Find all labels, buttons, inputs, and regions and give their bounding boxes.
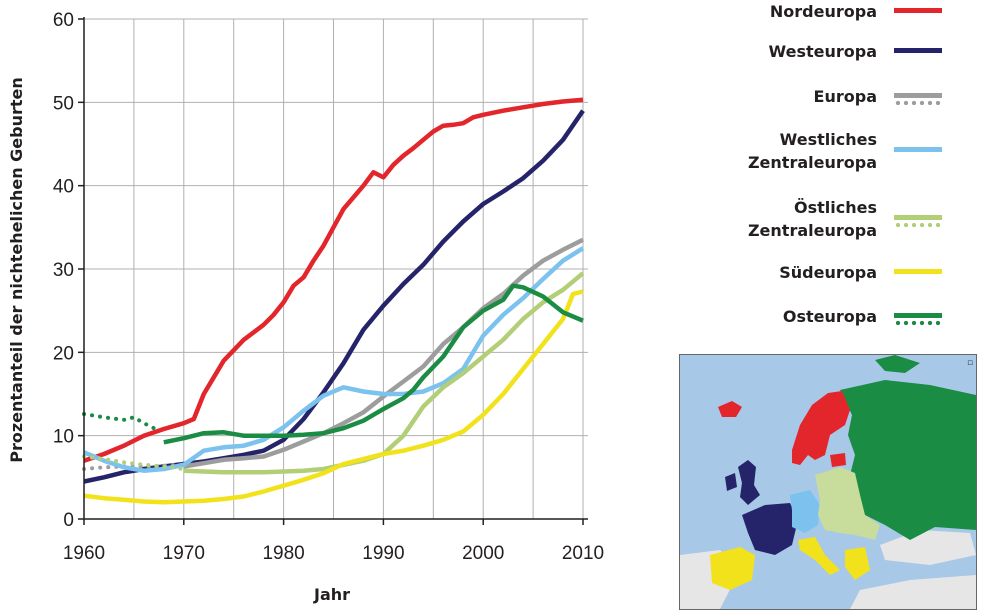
- chart-legend: Nordeuropa Westeuropa Europa Westliches Zent…: [700, 0, 987, 340]
- legend-label: Südeuropa: [779, 263, 877, 282]
- legend-item: Europa: [814, 85, 877, 108]
- legend-label: Zentraleuropa: [747, 152, 877, 172]
- legend-label: Westeuropa: [768, 42, 877, 61]
- legend-swatch-dotted: [894, 321, 942, 325]
- legend-swatch: [894, 48, 942, 53]
- x-tick-label: 2000: [462, 543, 504, 564]
- x-axis-label: Jahr: [313, 585, 350, 604]
- series-line-8: [163, 283, 584, 445]
- chart-grid: [83, 18, 588, 520]
- map-region-iberia: [710, 547, 755, 590]
- chart-axes: [78, 17, 588, 525]
- y-tick-label: 20: [53, 343, 74, 364]
- y-tick-label: 30: [53, 260, 74, 281]
- legend-item: Westliches Zentraleuropa: [748, 128, 877, 174]
- map-region-westliches-zentraleuropa: [790, 490, 820, 533]
- y-tick-label: 40: [53, 177, 74, 198]
- series-line-7: [83, 289, 584, 505]
- map-region-nordeuropa: [792, 391, 850, 465]
- legend-label: Nordeuropa: [769, 2, 877, 21]
- legend-label: Westliches: [779, 129, 877, 149]
- map-region-baltics: [830, 453, 846, 467]
- legend-swatch: [894, 313, 942, 318]
- map-region-osteuropa-north: [875, 355, 920, 373]
- legend-label: Östliches: [794, 197, 877, 217]
- map-anatolia: [880, 530, 976, 565]
- series-line-2: [183, 237, 585, 469]
- legend-swatch-dotted: [894, 223, 942, 227]
- legend-swatch-dotted: [894, 101, 942, 105]
- series-line-4: [83, 246, 585, 473]
- map-region-france: [742, 503, 798, 555]
- map-region-osteuropa: [840, 380, 976, 540]
- map-corner-icon: ▫: [967, 358, 973, 368]
- legend-swatch: [894, 147, 942, 152]
- y-tick-label: 0: [63, 510, 74, 531]
- legend-item: Westeuropa: [769, 40, 877, 63]
- series-line-0: [83, 97, 584, 463]
- legend-swatch: [894, 8, 942, 13]
- x-tick-label: 1990: [362, 543, 404, 564]
- series-line-6: [82, 454, 186, 471]
- chart-tick-labels: 0 10 20 30 40 50 60 1960 1970 1980 1990 2000 2010: [53, 10, 604, 564]
- legend-item: Südeuropa: [779, 261, 877, 284]
- y-tick-label: 10: [53, 427, 74, 448]
- map-region-greece: [845, 547, 870, 580]
- map-south-land: [850, 575, 976, 609]
- map-region-britain: [738, 460, 760, 505]
- map-region-iceland: [718, 401, 742, 417]
- chart-series: [82, 97, 585, 505]
- x-tick-label: 1960: [63, 543, 105, 564]
- y-axis-label: Prozentanteil der nichtehelichen Geburte…: [7, 77, 26, 463]
- y-tick-label: 50: [53, 93, 74, 114]
- legend-swatch: [894, 93, 942, 98]
- legend-item: Nordeuropa: [770, 0, 877, 23]
- legend-label: Europa: [813, 87, 877, 106]
- legend-label: Zentraleuropa: [747, 220, 877, 240]
- line-chart: 0 10 20 30 40 50 60 1960 1970 1980 1990 2000 2010 Ja…: [7, 10, 604, 604]
- y-tick-label: 60: [53, 10, 74, 31]
- legend-item: Östliches Zentraleuropa: [748, 196, 877, 242]
- legend-swatch: [894, 215, 942, 220]
- legend-swatch: [894, 269, 942, 274]
- x-tick-label: 1970: [163, 543, 205, 564]
- map-region-italy: [798, 537, 840, 575]
- x-tick-label: 1980: [262, 543, 304, 564]
- europe-region-map: ▫: [679, 354, 977, 610]
- legend-label: Osteuropa: [782, 307, 877, 326]
- legend-item: Osteuropa: [783, 305, 877, 328]
- map-region-ireland: [725, 473, 737, 491]
- x-tick-label: 2010: [562, 543, 604, 564]
- series-line-9: [82, 412, 156, 431]
- series-line-3: [82, 462, 186, 471]
- map-region-oestliches-zentraleuropa: [815, 467, 880, 540]
